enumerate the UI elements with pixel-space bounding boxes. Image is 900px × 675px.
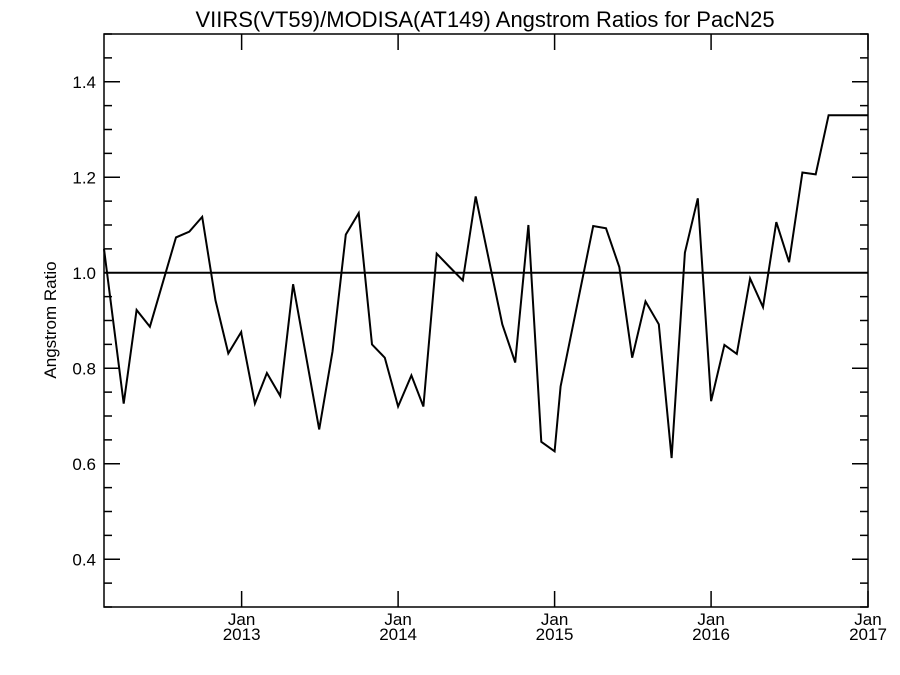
x-tick-label-year: 2016 [692,625,730,644]
y-tick-label: 0.6 [72,455,96,474]
y-tick-label: 0.8 [72,359,96,378]
x-tick-label-year: 2013 [223,625,261,644]
x-tick-label-month: Jan [854,610,881,629]
x-tick-label-year: 2015 [536,625,574,644]
y-tick-label: 1.2 [72,168,96,187]
y-tick-label: 1.0 [72,264,96,283]
plot-frame [103,33,869,608]
x-tick-label-month: Jan [384,610,411,629]
y-tick-label: 1.4 [72,73,96,92]
x-tick-label-year: 2014 [379,625,417,644]
x-tick-label-month: Jan [228,610,255,629]
x-tick-label-month: Jan [697,610,724,629]
y-axis-ticks: 0.4 0.6 0.8 1.0 1.2 1.4 [72,33,868,608]
y-tick-label: 0.4 [72,550,96,569]
y-axis-label: Angstrom Ratio [41,261,60,378]
series-line [103,114,868,459]
chart-title: VIIRS(VT59)/MODISA(AT149) Angstrom Ratio… [195,7,774,32]
x-tick-label-month: Jan [541,610,568,629]
x-tick-label-year: 2017 [849,625,887,644]
